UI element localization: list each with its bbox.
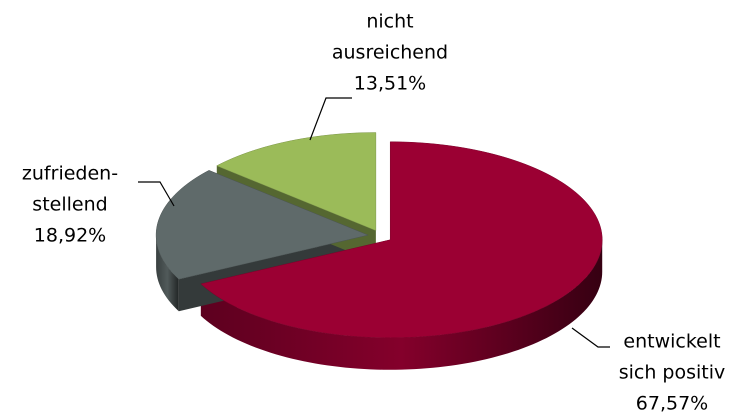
leader-line	[309, 97, 352, 141]
slice-label: entwickelt	[623, 331, 720, 353]
slice	[155, 170, 369, 280]
leader-line	[571, 327, 610, 348]
slice	[200, 141, 603, 339]
leader-line	[138, 181, 175, 207]
slice-label: stellend	[32, 194, 107, 216]
labels: entwickelt sich positiv 67,57% zufrieden-st…	[22, 11, 725, 415]
slice-label: nicht	[366, 11, 413, 33]
slice-rim	[156, 235, 179, 312]
slice	[216, 132, 377, 231]
value-label: 18,92%	[34, 225, 106, 247]
value-label: 67,57%	[636, 393, 708, 415]
slice-label: sich positiv	[619, 362, 726, 384]
slice-rim	[200, 239, 603, 370]
slice-label: ausreichend	[332, 42, 448, 64]
pie	[155, 132, 603, 370]
slice-label: zufrieden-	[22, 163, 118, 185]
value-label: 13,51%	[354, 73, 426, 95]
